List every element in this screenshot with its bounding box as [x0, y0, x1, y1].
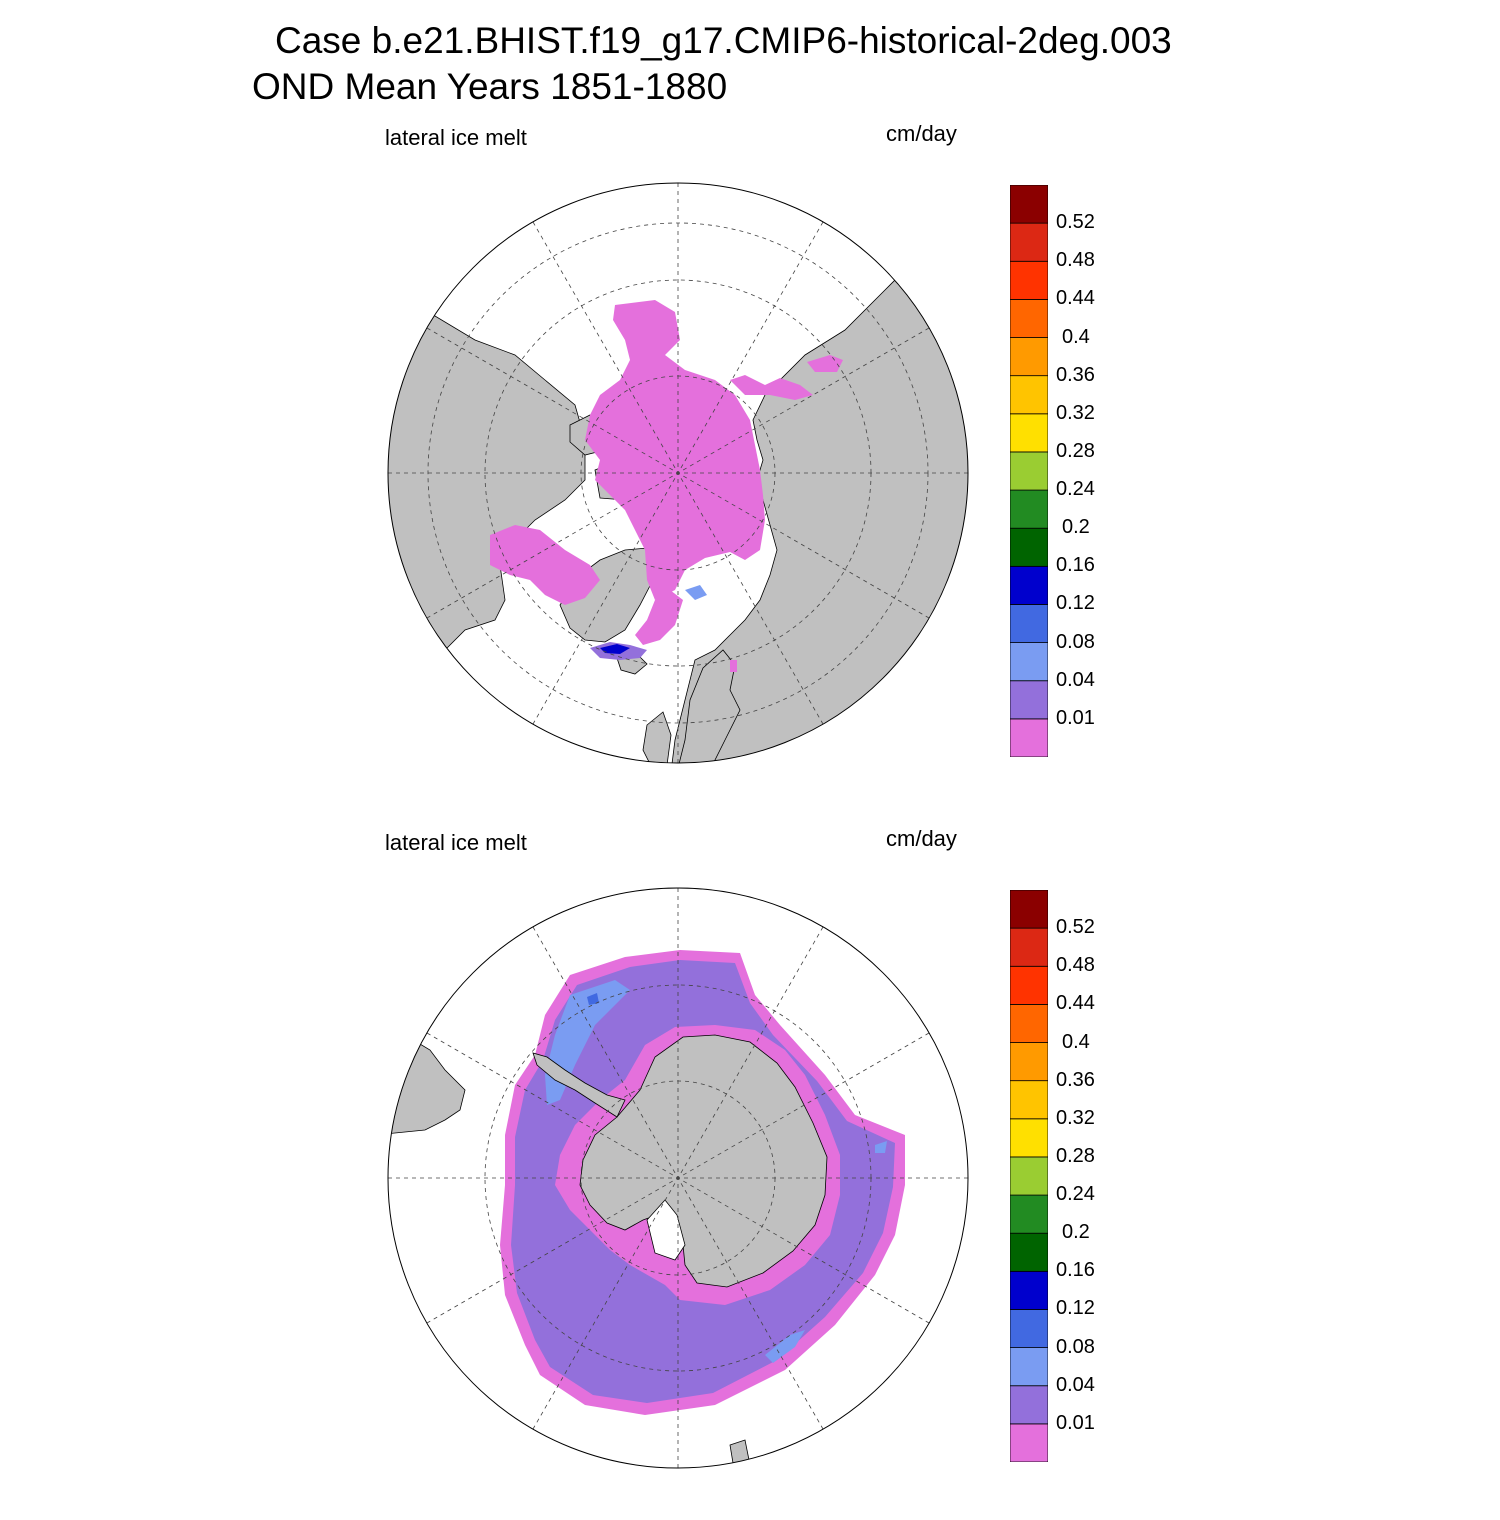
colorbar-box: [1010, 1004, 1048, 1043]
colorbar-box: [1010, 1347, 1048, 1387]
colorbar-tick-label: 0.36: [1056, 363, 1095, 386]
colorbar-tick-label: 0.4: [1062, 325, 1090, 348]
colorbar-box: [1010, 451, 1048, 491]
colorbar-box: [1010, 680, 1048, 720]
colorbar-tick-label: 0.32: [1056, 401, 1095, 424]
ice-melt-baffin: [635, 590, 683, 645]
colorbar-box: [1010, 927, 1048, 967]
colorbar-tick-label: 0.44: [1056, 287, 1095, 310]
colorbar-tick-label: 0.01: [1056, 706, 1095, 729]
colorbar-box: [1010, 642, 1048, 682]
colorbar-tick-label: 0.2: [1062, 516, 1090, 539]
colorbar-tick-label: 0.16: [1056, 1259, 1095, 1282]
variable-label: lateral ice melt: [385, 125, 527, 150]
colorbar-tick-label: 0.24: [1056, 478, 1095, 501]
colorbar-box: [1010, 413, 1048, 453]
ice-melt-hudson-bay: [490, 525, 600, 605]
map-border: [387, 182, 969, 764]
colorbar-tick-label: 0.16: [1056, 554, 1095, 577]
colorbar-tick-label: 0.52: [1056, 211, 1095, 234]
colorbar-box: [1010, 1118, 1048, 1158]
colorbar-tick-label: 0.48: [1056, 954, 1095, 977]
ice-melt-greenland-sea-strong: [600, 644, 630, 654]
ice-melt-ross-blue: [765, 1330, 805, 1363]
colorbar-box: [1010, 1232, 1048, 1272]
units-label: cm/day: [886, 121, 957, 146]
colorbar-box: [1010, 565, 1048, 605]
colorbar-box: [1010, 604, 1048, 644]
colorbar-tick-label: 0.28: [1056, 1144, 1095, 1167]
colorbar-box: [1010, 890, 1048, 929]
ice-melt-bering: [730, 375, 813, 400]
title-line-2: OND Mean Years 1851-1880: [252, 66, 728, 107]
colorbar-tick-label: 0.04: [1056, 668, 1095, 691]
colorbar-tick-label: 0.48: [1056, 249, 1095, 272]
colorbar-tick-label: 0.08: [1056, 630, 1095, 653]
colorbar-tick-label: 0.12: [1056, 592, 1095, 615]
colorbar-tick-label: 0.08: [1056, 1335, 1095, 1358]
land-antarctica: [579, 1034, 828, 1288]
ice-melt-arctic-central: [585, 300, 765, 600]
arctic-map: [387, 182, 969, 764]
colorbar-box: [1010, 1156, 1048, 1196]
colorbar-antarctic: [1010, 890, 1048, 1462]
panel-antarctic: lateral ice melt cm/day: [0, 820, 1500, 1520]
colorbar-tick-label: 0.44: [1056, 992, 1095, 1015]
colorbar-box: [1010, 489, 1048, 529]
colorbar-tick-label: 0.28: [1056, 439, 1095, 462]
ice-melt-weddell-dark: [587, 993, 599, 1005]
land-antarctic-peninsula: [532, 1052, 626, 1118]
land-uk: [642, 711, 672, 763]
colorbar-tick-label: 0.24: [1056, 1183, 1095, 1206]
colorbar-box: [1010, 1309, 1048, 1349]
colorbar-box: [1010, 337, 1048, 377]
colorbar-box: [1010, 1042, 1048, 1082]
colorbar-box: [1010, 527, 1048, 567]
colorbar-box: [1010, 260, 1048, 300]
colorbar-box: [1010, 718, 1048, 757]
title-line-1: Case b.e21.BHIST.f19_g17.CMIP6-historica…: [275, 20, 1172, 61]
antarctic-map: [387, 887, 969, 1469]
colorbar-tick-label: 0.36: [1056, 1068, 1095, 1091]
colorbar-box: [1010, 1423, 1048, 1462]
colorbar-tick-label: 0.52: [1056, 916, 1095, 939]
land-europe: [674, 649, 741, 763]
colorbar-tick-label: 0.12: [1056, 1297, 1095, 1320]
ice-melt-baltic: [730, 660, 737, 672]
panel-arctic: lateral ice melt cm/day: [0, 115, 1500, 815]
colorbar-tick-label: 0.2: [1062, 1221, 1090, 1244]
units-label: cm/day: [886, 826, 957, 851]
ice-melt-east-blue: [875, 1141, 887, 1153]
colorbar-box: [1010, 965, 1048, 1005]
ice-melt-barents: [685, 585, 707, 600]
colorbar-tick-label: 0.32: [1056, 1106, 1095, 1129]
colorbar-box: [1010, 299, 1048, 338]
colorbar-arctic: [1010, 185, 1048, 757]
colorbar-box: [1010, 222, 1048, 262]
colorbar-box: [1010, 1080, 1048, 1120]
colorbar-box: [1010, 1385, 1048, 1425]
colorbar-box: [1010, 1270, 1048, 1310]
map-border: [387, 887, 969, 1469]
colorbar-tick-label: 0.01: [1056, 1411, 1095, 1434]
colorbar-box: [1010, 375, 1048, 415]
graticule: [388, 888, 968, 1468]
colorbar-tick-label: 0.04: [1056, 1373, 1095, 1396]
colorbar-box: [1010, 185, 1048, 224]
variable-label: lateral ice melt: [385, 830, 527, 855]
graticule: [388, 183, 968, 763]
colorbar-box: [1010, 1194, 1048, 1234]
colorbar-tick-label: 0.4: [1062, 1030, 1090, 1053]
